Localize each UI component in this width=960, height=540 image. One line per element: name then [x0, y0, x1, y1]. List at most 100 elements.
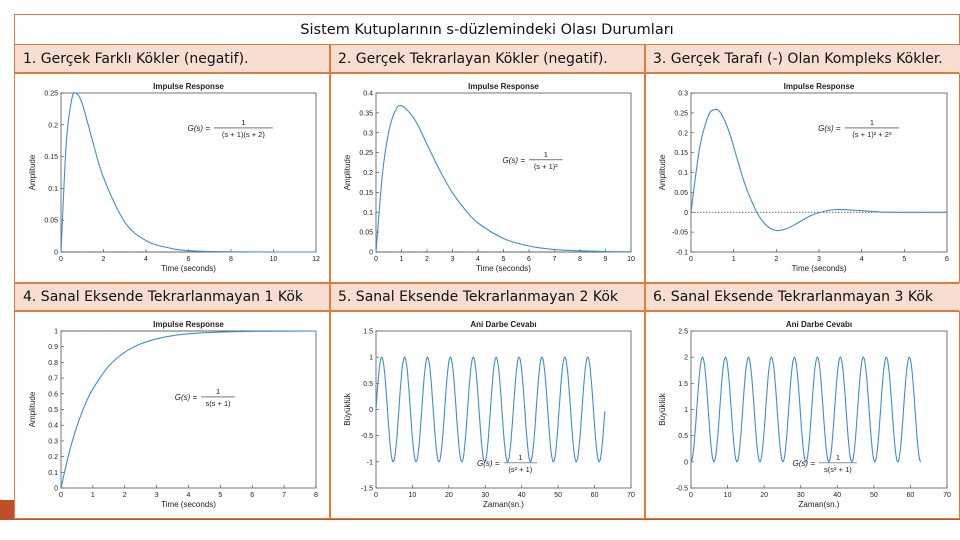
formula-lhs: G(s) = [793, 459, 816, 468]
x-tick-label: 40 [518, 492, 526, 499]
y-tick-label: 1.5 [363, 329, 373, 336]
x-tick-label: 6 [187, 256, 191, 263]
x-tick-label: 8 [229, 256, 233, 263]
y-tick-label: 2.5 [678, 329, 688, 336]
x-tick-label: 2 [774, 256, 778, 263]
transfer-function-formula: G(s) = 1 (s + 1)² + 2² [818, 118, 900, 139]
header-complex: 3. Gerçek Tarafı (-) Olan Kompleks Kökle… [645, 45, 960, 73]
y-tick-label: 0.05 [44, 218, 58, 225]
series-line [60, 330, 317, 489]
y-tick-label: 0.15 [44, 154, 58, 161]
comparison-table: Sistem Kutuplarının s-düzlemindeki Olası… [14, 14, 960, 519]
x-axis-label: Zaman(sn.) [483, 500, 524, 509]
y-tick-label: 1 [369, 355, 373, 362]
y-axis-label: Amplitude [28, 154, 37, 190]
y-tick-label: -0.1 [676, 250, 688, 257]
y-axis-label: Büyüklük [343, 392, 352, 425]
x-tick-label: 20 [760, 492, 768, 499]
chart-cell-4: 0 1 2 3 4 5 6 7 8 0 0.1 0.2 0.3 0.4 0.5 0.6 0.7 0.8 0.9 1 Im… [15, 311, 330, 518]
y-axis-label: Amplitude [658, 154, 667, 190]
x-tick-label: 70 [943, 492, 951, 499]
x-tick-label: 5 [502, 256, 506, 263]
chart-cell-1: 0 2 4 6 8 10 12 0 0.05 0.1 0.15 0.2 0.25 Impulse Resp… [15, 73, 330, 282]
y-tick-label: 0 [369, 407, 373, 414]
plot-area [690, 330, 948, 489]
y-tick-label: 0.15 [674, 150, 688, 157]
x-tick-label: 40 [833, 492, 841, 499]
header-imag-2: 5. Sanal Eksende Tekrarlanmayan 2 Kök [330, 283, 645, 311]
formula-denominator: s(s² + 1) [824, 465, 852, 474]
header-imag-1: 4. Sanal Eksende Tekrarlanmayan 1 Kök [15, 283, 330, 311]
y-tick-label: 0.2 [48, 122, 58, 129]
y-axis-label: Amplitude [28, 391, 37, 427]
series-line [690, 108, 947, 232]
y-tick-label: 0 [684, 459, 688, 466]
y-tick-label: 0.1 [363, 210, 373, 217]
y-tick-label: 0.1 [48, 186, 58, 193]
x-tick-label: 1 [732, 256, 736, 263]
transfer-function-formula: G(s) = 1 (s + 1)(s + 2) [188, 118, 273, 139]
formula-denominator: (s² + 1) [508, 465, 532, 474]
chart-title: Impulse Response [784, 82, 855, 91]
x-tick-label: 10 [409, 492, 417, 499]
formula-denominator: (s + 1)(s + 2) [222, 130, 265, 139]
x-tick-label: 70 [627, 492, 635, 499]
formula-denominator: s(s + 1) [205, 399, 231, 408]
formula-numerator: 1 [216, 387, 220, 396]
x-tick-label: 2 [425, 256, 429, 263]
y-tick-label: 1 [54, 329, 58, 336]
x-tick-label: 4 [144, 256, 148, 263]
header-real-repeated: 2. Gerçek Tekrarlayan Kökler (negatif). [330, 45, 645, 73]
y-tick-label: -0.5 [361, 433, 373, 440]
series-line [60, 92, 316, 253]
chart-5: 0 10 20 30 40 50 60 70 -1.5 -1 -0.5 0 0.5 1 1.5 Ani Dar… [343, 320, 635, 509]
series-line [690, 356, 922, 463]
x-tick-label: 9 [604, 256, 608, 263]
x-tick-label: 10 [270, 256, 278, 263]
formula-lhs: G(s) = [477, 459, 500, 468]
x-tick-label: 3 [451, 256, 455, 263]
formula-lhs: G(s) = [188, 124, 211, 133]
y-tick-label: 0.5 [363, 381, 373, 388]
chart-title: Ani Darbe Cevabı [786, 320, 852, 329]
transfer-function-formula: G(s) = 1 s(s + 1) [175, 387, 235, 408]
formula-numerator: 1 [836, 453, 840, 462]
header-imag-3: 6. Sanal Eksende Tekrarlanmayan 3 Kök [645, 283, 960, 311]
x-tick-label: 20 [445, 492, 453, 499]
y-tick-label: -0.05 [672, 230, 688, 237]
x-tick-label: 6 [250, 492, 254, 499]
x-tick-label: 2 [123, 492, 127, 499]
y-tick-label: 0.15 [359, 190, 373, 197]
transfer-function-formula: G(s) = 1 (s² + 1) [477, 453, 538, 474]
chart-title: Impulse Response [468, 82, 539, 91]
y-tick-label: 0.2 [363, 170, 373, 177]
plot-area [60, 330, 317, 489]
y-tick-label: 0.5 [678, 433, 688, 440]
row-divider [15, 282, 959, 284]
y-axis-label: Büyüklük [658, 392, 667, 425]
y-tick-label: 0.25 [44, 91, 58, 98]
chart-4: 0 1 2 3 4 5 6 7 8 0 0.1 0.2 0.3 0.4 0.5 0.6 0.7 0.8 0.9 1 Im… [28, 320, 318, 509]
chart-1: 0 2 4 6 8 10 12 0 0.05 0.1 0.15 0.2 0.25 Impulse Resp… [28, 82, 320, 273]
y-tick-label: 0.05 [674, 190, 688, 197]
y-tick-label: 0.05 [359, 230, 373, 237]
row-divider [15, 72, 959, 74]
x-axis-label: Time (seconds) [161, 264, 216, 273]
chart-title: Impulse Response [153, 320, 224, 329]
x-tick-label: 5 [902, 256, 906, 263]
formula-numerator: 1 [544, 150, 548, 159]
y-tick-label: 0.7 [48, 376, 58, 383]
chart-cell-6: 0 10 20 30 40 50 60 70 -0.5 0 0.5 1 1.5 2 2.5 Ani Darbe… [645, 311, 960, 518]
transfer-function-formula: G(s) = 1 (s + 1)² [503, 150, 563, 171]
y-tick-label: 0.25 [674, 110, 688, 117]
x-tick-label: 10 [724, 492, 732, 499]
y-tick-label: 0 [54, 486, 58, 493]
y-tick-label: -1 [367, 459, 373, 466]
series-line [375, 104, 632, 253]
transfer-function-formula: G(s) = 1 s(s² + 1) [793, 453, 857, 474]
formula-denominator: (s + 1)² + 2² [852, 130, 892, 139]
y-axis-label: Amplitude [343, 154, 352, 190]
y-tick-label: 0.3 [48, 438, 58, 445]
x-tick-label: 0 [374, 492, 378, 499]
x-tick-label: 3 [817, 256, 821, 263]
